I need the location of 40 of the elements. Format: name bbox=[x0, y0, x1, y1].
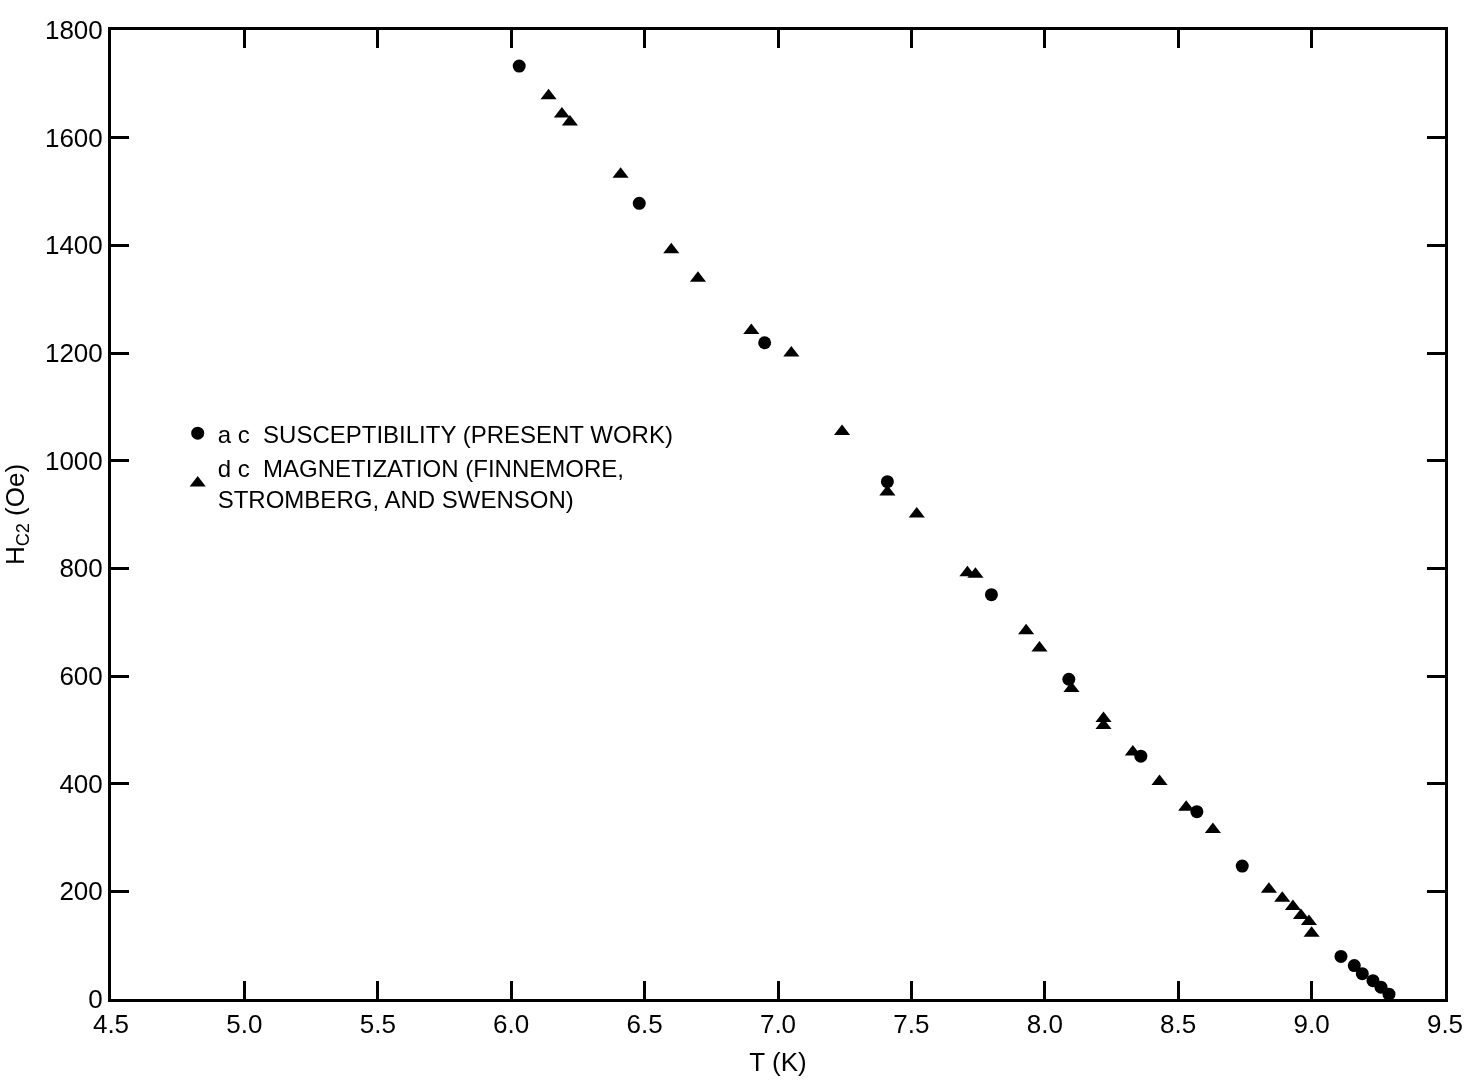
x-tick-label: 7.5 bbox=[893, 1009, 930, 1040]
point bbox=[1355, 967, 1369, 981]
point bbox=[1190, 805, 1204, 819]
x-tick-label: 8.5 bbox=[1160, 1009, 1197, 1040]
y-tick-label: 400 bbox=[59, 768, 103, 799]
x-tick-label: 6.5 bbox=[626, 1009, 663, 1040]
point bbox=[553, 106, 570, 118]
x-tick-label: 7.0 bbox=[759, 1009, 797, 1040]
y-tick-label: 1000 bbox=[44, 445, 103, 476]
point bbox=[758, 336, 772, 350]
point bbox=[1347, 959, 1361, 973]
point bbox=[1062, 672, 1076, 686]
point bbox=[540, 88, 557, 100]
point bbox=[1235, 859, 1249, 873]
legend-label: d c MAGNETIZATION (FINNEMORE, STROMBERG, AND SWENSON) bbox=[217, 454, 624, 513]
point bbox=[1382, 987, 1396, 999]
x-tick-label: 6.0 bbox=[493, 1009, 530, 1040]
x-tick-label: 8.0 bbox=[1026, 1009, 1063, 1040]
y-tick-label: 1200 bbox=[44, 338, 103, 369]
x-tick-label: 5.5 bbox=[359, 1009, 396, 1040]
y-tick-label: 1600 bbox=[44, 122, 103, 153]
y-tick-label: 1400 bbox=[44, 230, 103, 261]
point bbox=[1151, 774, 1168, 786]
legend-label: a c SUSCEPTIBILITY (PRESENT WORK) bbox=[217, 420, 673, 448]
y-tick-label: 200 bbox=[59, 876, 103, 907]
point bbox=[984, 588, 998, 602]
x-axis-title: T (K) bbox=[749, 1046, 807, 1077]
point bbox=[1018, 623, 1035, 635]
x-tick-label: 5.0 bbox=[226, 1009, 263, 1040]
point bbox=[663, 242, 680, 254]
point bbox=[880, 475, 894, 489]
point bbox=[632, 196, 646, 210]
y-tick-label: 800 bbox=[59, 553, 103, 584]
x-tick-label: 9.5 bbox=[1426, 1009, 1464, 1040]
y-tick-label: 600 bbox=[59, 661, 103, 692]
point bbox=[512, 59, 526, 73]
point bbox=[1334, 949, 1348, 963]
x-tick-label: 9.0 bbox=[1293, 1009, 1330, 1040]
y-tick-label: 1800 bbox=[44, 15, 103, 46]
point bbox=[908, 506, 925, 518]
